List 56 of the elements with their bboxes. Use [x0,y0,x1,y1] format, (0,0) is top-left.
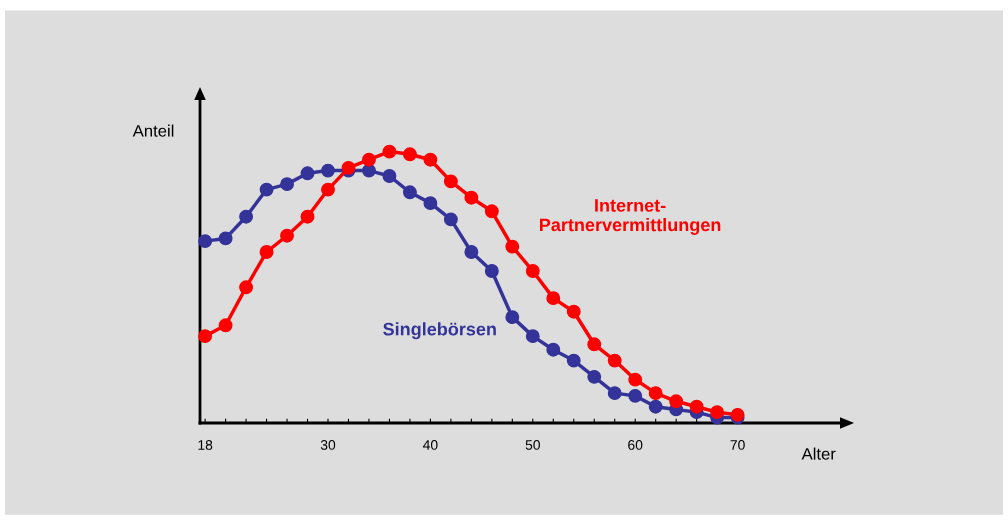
point [218,231,233,246]
point [484,264,499,278]
x-tick-label: 60 [628,440,643,450]
point [321,182,335,197]
x-tick-label: 18 [198,440,213,450]
point [689,399,704,414]
point [484,204,499,219]
x-axis-title: Alter [801,447,836,460]
point [525,329,540,344]
series-label: Singlebörsen [383,322,496,340]
x-tick-label: 40 [423,440,438,450]
point [546,291,561,306]
point [464,245,479,259]
point [362,152,376,167]
point [628,372,643,387]
point [648,386,663,401]
x-tick-label: 30 [320,440,336,450]
point [648,399,663,414]
point [218,318,233,333]
point [546,342,561,357]
point [525,264,540,278]
point [198,234,213,249]
point [710,405,725,420]
point [300,209,315,224]
point [443,212,458,227]
point [239,280,254,295]
point [382,169,397,183]
x-tick-label: 50 [525,440,540,450]
point [628,388,643,403]
point [259,245,274,259]
point [259,182,274,197]
point [587,369,602,384]
series-label: Internet- Partnervermittlungen [539,199,721,235]
point [566,353,581,368]
point [566,304,581,319]
point [423,196,438,211]
point [300,166,315,181]
point [505,239,520,254]
point [280,177,294,192]
point [239,209,254,224]
point [505,310,520,325]
point [321,163,335,178]
y-axis-title: Anteil [132,124,174,137]
point [382,144,397,159]
point [464,190,479,205]
point [443,174,458,189]
point [607,386,622,401]
point [423,152,438,167]
x-tick-label: 70 [730,440,745,450]
point [669,394,684,409]
point [607,353,622,368]
point [280,228,294,243]
point [587,337,602,352]
point [402,147,417,162]
point [402,185,417,200]
point [198,329,213,344]
